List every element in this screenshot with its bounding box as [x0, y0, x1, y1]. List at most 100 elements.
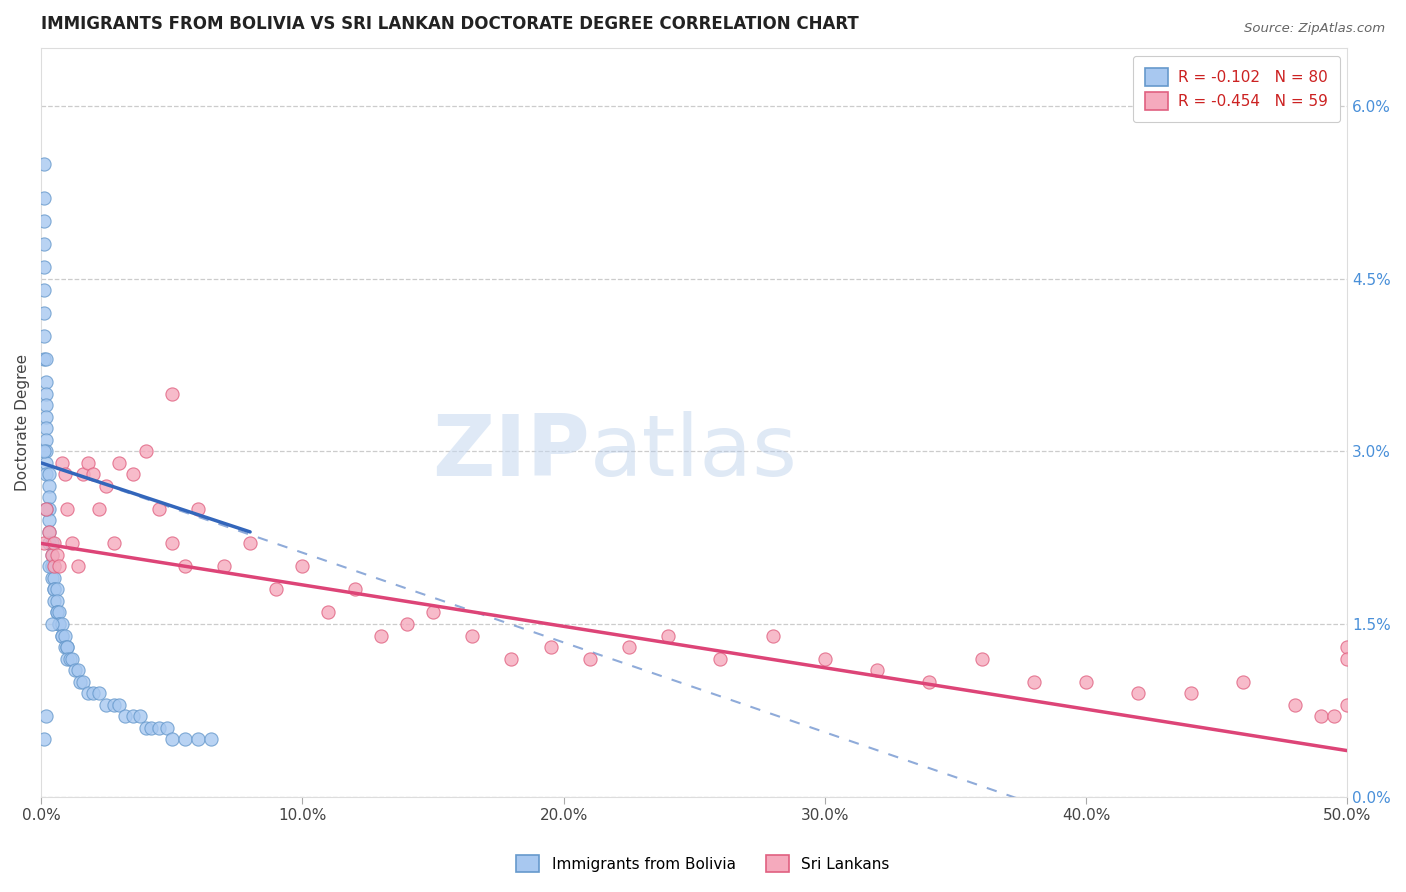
Point: [395, 617, 418, 632]
Point: [32, 306, 55, 320]
Point: [422, 606, 444, 620]
Point: [51, 617, 73, 632]
Point: [56, 502, 79, 516]
Point: [51, 628, 73, 642]
Point: [35, 409, 58, 424]
Point: [32, 191, 55, 205]
Point: [35, 709, 58, 723]
Point: [814, 651, 837, 665]
Point: [187, 502, 209, 516]
Point: [1336, 640, 1358, 654]
Point: [41, 548, 63, 562]
Point: [66, 559, 89, 574]
Point: [1284, 698, 1306, 712]
Point: [1323, 709, 1346, 723]
Point: [370, 628, 392, 642]
Point: [44, 559, 66, 574]
Point: [291, 559, 314, 574]
Point: [970, 651, 993, 665]
Y-axis label: Doctorate Degree: Doctorate Degree: [15, 354, 30, 491]
Point: [44, 571, 66, 585]
Point: [1022, 674, 1045, 689]
Point: [45, 594, 67, 608]
Point: [45, 582, 67, 597]
Point: [87, 502, 110, 516]
Point: [41, 617, 63, 632]
Point: [38, 524, 60, 539]
Point: [96, 479, 118, 493]
Point: [160, 386, 183, 401]
Point: [617, 640, 640, 654]
Point: [32, 283, 55, 297]
Point: [59, 651, 82, 665]
Point: [32, 260, 55, 275]
Text: Source: ZipAtlas.com: Source: ZipAtlas.com: [1244, 22, 1385, 36]
Point: [32, 352, 55, 367]
Point: [108, 698, 131, 712]
Point: [135, 721, 157, 735]
Text: ZIP: ZIP: [432, 411, 589, 494]
Point: [461, 628, 484, 642]
Point: [48, 617, 70, 632]
Point: [48, 606, 70, 620]
Point: [540, 640, 562, 654]
Point: [148, 721, 170, 735]
Point: [148, 502, 170, 516]
Point: [1128, 686, 1150, 700]
Point: [32, 732, 55, 747]
Point: [35, 444, 58, 458]
Point: [38, 536, 60, 550]
Point: [866, 663, 889, 677]
Point: [44, 582, 66, 597]
Text: IMMIGRANTS FROM BOLIVIA VS SRI LANKAN DOCTORATE DEGREE CORRELATION CHART: IMMIGRANTS FROM BOLIVIA VS SRI LANKAN DO…: [41, 15, 859, 33]
Point: [35, 456, 58, 470]
Point: [160, 732, 183, 747]
Point: [32, 156, 55, 170]
Point: [35, 502, 58, 516]
Point: [38, 524, 60, 539]
Point: [44, 582, 66, 597]
Point: [264, 582, 287, 597]
Point: [53, 640, 76, 654]
Point: [82, 467, 104, 482]
Point: [87, 686, 110, 700]
Point: [77, 686, 100, 700]
Point: [578, 651, 600, 665]
Point: [1074, 674, 1097, 689]
Point: [173, 732, 195, 747]
Point: [35, 386, 58, 401]
Point: [69, 674, 91, 689]
Point: [56, 640, 79, 654]
Point: [501, 651, 523, 665]
Point: [72, 674, 94, 689]
Point: [38, 479, 60, 493]
Point: [35, 352, 58, 367]
Point: [51, 456, 73, 470]
Point: [114, 709, 136, 723]
Point: [56, 640, 79, 654]
Point: [56, 651, 79, 665]
Point: [35, 433, 58, 447]
Point: [44, 536, 66, 550]
Point: [41, 548, 63, 562]
Point: [155, 721, 177, 735]
Point: [1180, 686, 1202, 700]
Point: [63, 663, 86, 677]
Point: [1310, 709, 1333, 723]
Point: [41, 559, 63, 574]
Point: [121, 709, 143, 723]
Point: [44, 559, 66, 574]
Point: [108, 456, 131, 470]
Point: [41, 536, 63, 550]
Point: [53, 628, 76, 642]
Point: [35, 376, 58, 390]
Point: [51, 628, 73, 642]
Point: [918, 674, 941, 689]
Point: [62, 536, 84, 550]
Point: [1336, 651, 1358, 665]
Legend: Immigrants from Bolivia, Sri Lankans: Immigrants from Bolivia, Sri Lankans: [509, 847, 897, 880]
Point: [160, 536, 183, 550]
Point: [72, 467, 94, 482]
Point: [212, 559, 235, 574]
Point: [44, 594, 66, 608]
